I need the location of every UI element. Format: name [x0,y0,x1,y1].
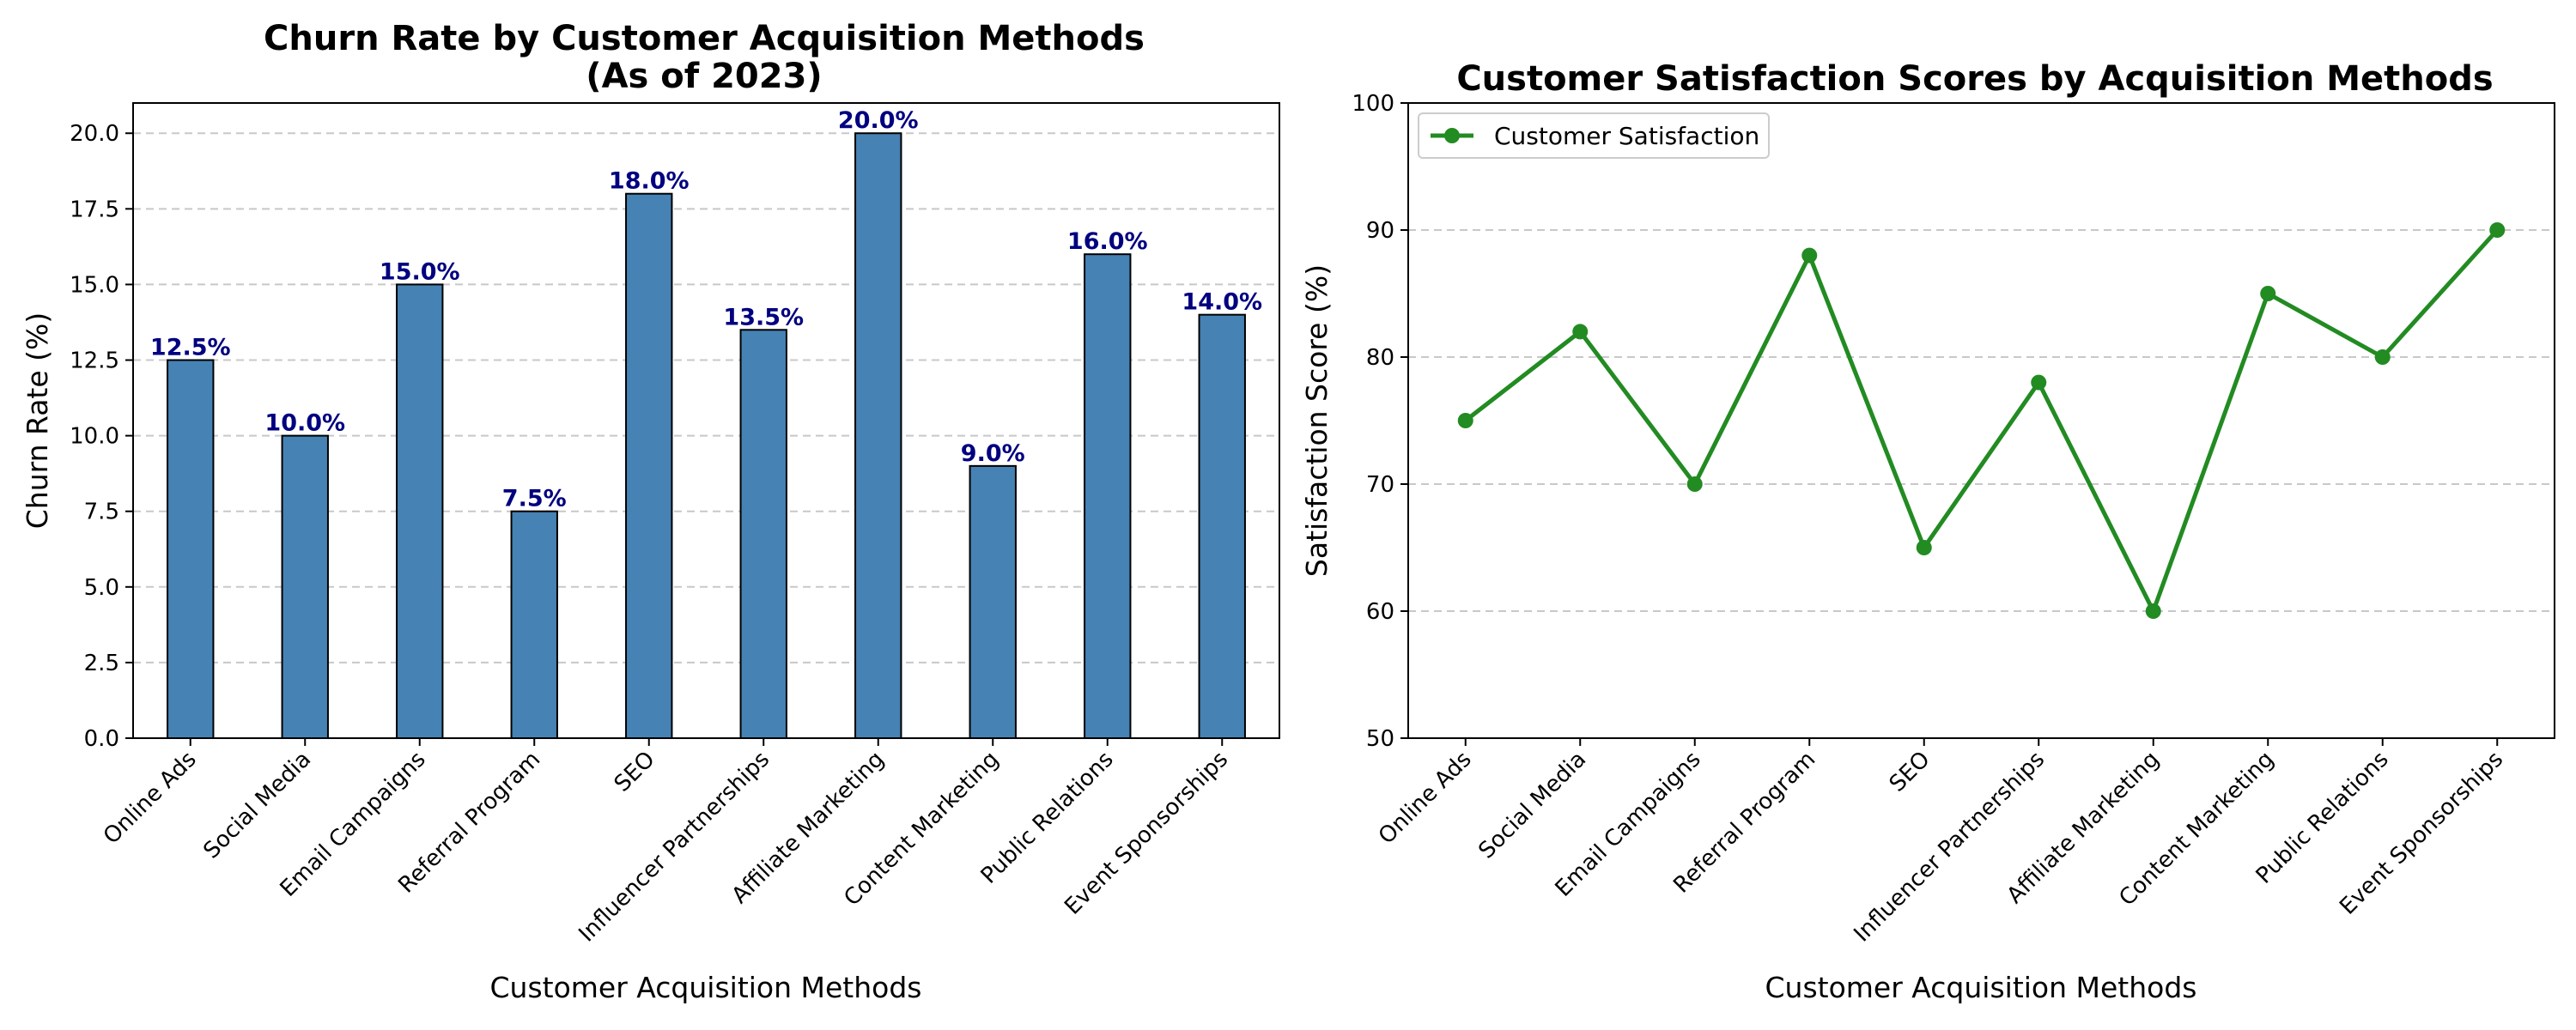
bar-chart-y-tick-label: 0.0 [84,726,119,752]
line-chart-y-ticks: 50 60 70 80 90 100 [1352,91,1408,752]
line-chart-x-tick-label: Online Ads [1374,747,1477,850]
bar [1198,313,1246,739]
line-chart-frame [1407,102,2555,739]
line-chart-x-axis-label: Customer Acquisition Methods [1765,971,2197,1004]
bar-chart-x-tick-label: Influencer Partnerships [574,747,775,948]
bar-chart-y-tick-label: 2.5 [84,651,119,676]
line-chart-legend: Customer Satisfaction [1418,112,1770,159]
line-chart-y-axis-label: Satisfaction Score (%) [1300,264,1334,577]
line-chart-y-tick-label: 50 [1366,726,1394,752]
bar-chart-x-axis-label: Customer Acquisition Methods [490,971,922,1004]
bar-chart-y-tick-label: 20.0 [70,121,119,147]
bar [1084,253,1132,739]
bar-value-label: 12.5% [150,335,231,361]
series-point [2374,349,2391,365]
line-chart-x-tick-label: Influencer Partnerships [1849,747,2050,948]
line-chart-x-tick-label: SEO [1885,747,1935,797]
line-chart-y-tick-label: 80 [1366,345,1394,371]
series-point [2031,374,2047,391]
line-chart-title: Customer Satisfaction Scores by Acquisit… [1456,59,2493,99]
line-chart-y-tick-label: 100 [1352,91,1394,117]
bar-value-label: 7.5% [502,486,567,512]
bar-value-label: 16.0% [1067,228,1148,255]
series-point [1916,540,1932,555]
bar-chart-y-tick-label: 17.5 [70,197,119,222]
bar-chart-y-axis-label: Churn Rate (%) [21,312,54,530]
bar [739,329,787,739]
bar-value-label: 10.0% [264,410,345,437]
bar [625,192,673,739]
line-chart-x-tick-label: Social Media [1473,747,1591,864]
bar-value-label: 9.0% [961,440,1025,467]
bar-chart-x-tick-label: Social Media [198,747,316,864]
bar-chart-frame [132,102,1280,739]
series-point [2489,222,2506,238]
legend-box [1418,112,1770,159]
bar-chart-y-tick-label: 15.0 [70,272,119,298]
series-line [1464,228,2500,614]
series-point [1686,476,1703,492]
bar-value-label: 20.0% [838,107,919,134]
bar-chart-y-tick-label: 7.5 [84,500,119,525]
churn-rate-bar-chart: Churn Rate by Customer Acquisition Metho… [21,19,1280,1004]
line-chart-y-tick-label: 70 [1366,472,1394,498]
bar-value-label: 14.0% [1182,289,1262,316]
bar [510,510,558,739]
bar-chart-x-tick-label: SEO [610,747,660,797]
series-point [1801,247,1818,264]
bar-value-label: 15.0% [380,258,460,285]
bar-chart-title-line-2: (As of 2023) [586,57,822,96]
bar [281,434,329,739]
satisfaction-line-chart: Customer Satisfaction Scores by Acquisit… [1300,59,2555,1004]
legend-label: Customer Satisfaction [1494,122,1759,150]
line-chart-y-tick-label: 60 [1366,599,1394,625]
bar [167,359,215,739]
bar-value-label: 18.0% [609,168,690,195]
bar-chart-y-tick-label: 10.0 [70,424,119,450]
series-point [1572,324,1589,340]
line-chart-y-tick-label: 90 [1366,218,1394,244]
bar-chart-x-tick-label: Online Ads [99,747,202,850]
line-chart-series [1457,222,2506,619]
bar-chart-bars: 12.5% 10.0% 15.0% 7.5% 18.0% 13.5% 20.0% 9.0% 16… [150,107,1262,739]
legend-marker-swatch [1444,128,1460,143]
bar-chart-y-tick-label: 12.5 [70,348,119,374]
series-point [2145,603,2161,619]
series-point [1457,413,1473,428]
series-point [2260,286,2276,301]
bar [854,132,902,739]
line-chart-gridlines [1408,229,2555,612]
bar [969,464,1017,739]
bar-chart-y-tick-label: 5.0 [84,575,119,601]
bar-value-label: 13.5% [723,304,804,330]
bar [396,283,444,739]
bar-chart-title-line-1: Churn Rate by Customer Acquisition Metho… [264,19,1145,58]
bar-chart-y-ticks: 0.0 2.5 5.0 7.5 10.0 12.5 15.0 17.5 20.0 [70,121,133,752]
